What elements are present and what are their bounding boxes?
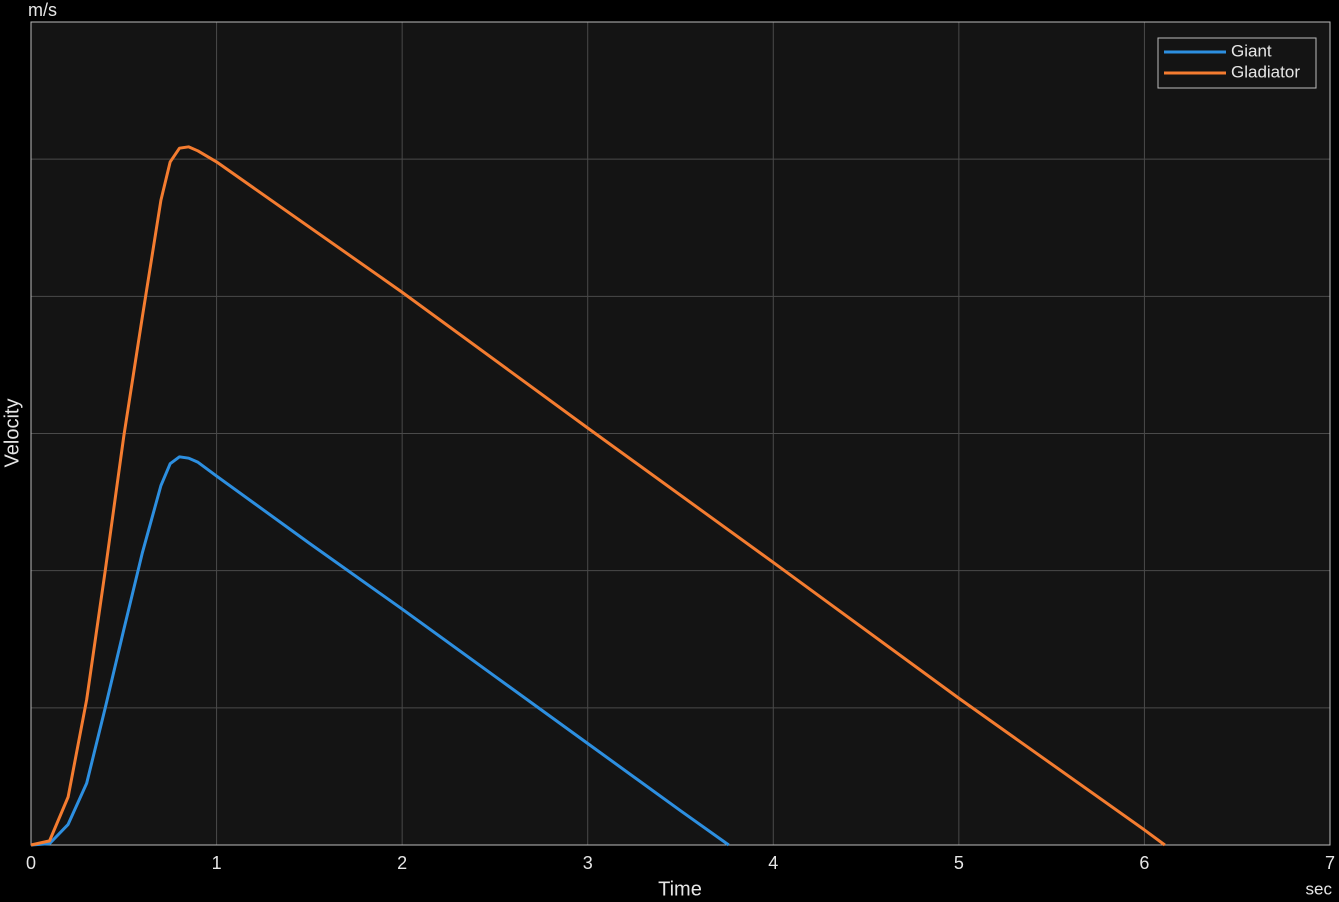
x-tick-label: 0	[26, 853, 36, 873]
legend-box	[1157, 37, 1317, 89]
x-tick-label: 3	[583, 853, 593, 873]
x-tick-label: 4	[768, 853, 778, 873]
y-unit: m/s	[28, 0, 57, 20]
legend-label: Giant	[1231, 41, 1272, 60]
x-tick-label: 1	[212, 853, 222, 873]
y-axis-label: Velocity	[1, 399, 23, 468]
x-unit: sec	[1306, 879, 1333, 898]
x-tick-label: 2	[397, 853, 407, 873]
x-axis-label: Time	[658, 878, 702, 900]
series-line	[30, 455, 730, 847]
x-tick-label: 7	[1325, 853, 1335, 873]
x-tick-label: 6	[1139, 853, 1149, 873]
x-tick-label: 5	[954, 853, 964, 873]
axes-box	[30, 21, 1331, 846]
series-line	[30, 145, 1166, 847]
legend-label: Gladiator	[1231, 62, 1300, 81]
